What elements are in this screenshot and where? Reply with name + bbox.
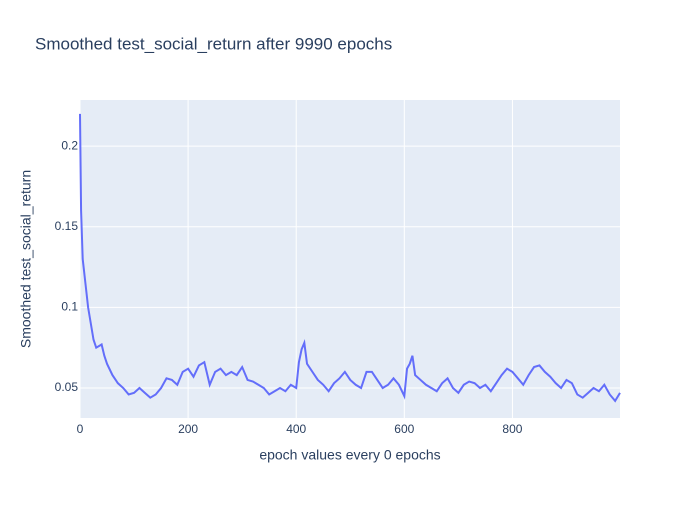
x-tick-label: 800 (502, 422, 522, 436)
y-axis-title: Smoothed test_social_return (18, 170, 34, 348)
y-tick-label: 0.05 (55, 380, 79, 394)
y-tick-label: 0.15 (55, 219, 79, 233)
plot-area (80, 100, 620, 418)
x-tick-label: 600 (394, 422, 414, 436)
y-tick-label: 0.1 (61, 300, 78, 314)
x-tick-label: 400 (286, 422, 306, 436)
data-line (79, 113, 621, 403)
chart-title: Smoothed test_social_return after 9990 e… (35, 34, 392, 53)
x-tick-label: 0 (77, 422, 84, 436)
x-axis-title: epoch values every 0 epochs (259, 447, 440, 463)
x-tick-label: 200 (178, 422, 198, 436)
y-tick-label: 0.2 (61, 138, 78, 152)
